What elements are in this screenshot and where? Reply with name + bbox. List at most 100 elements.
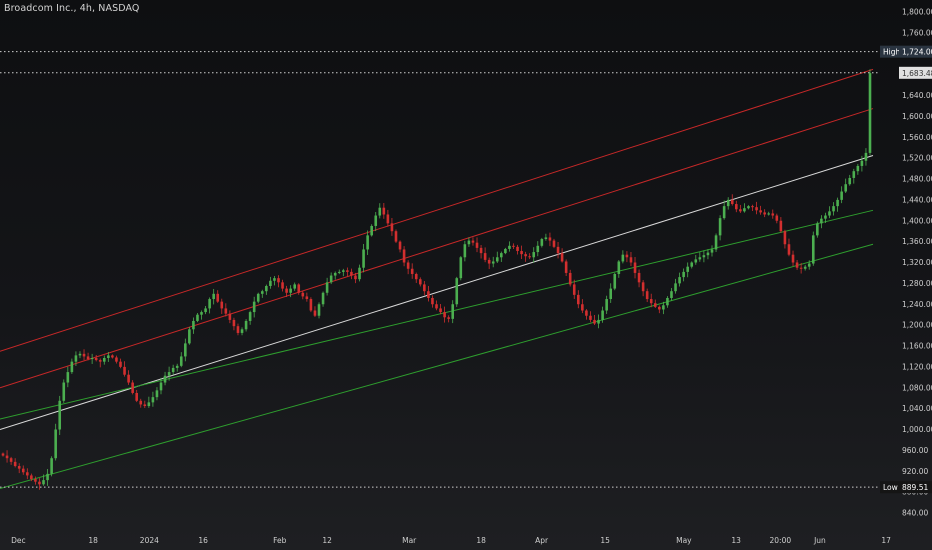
candle-body (544, 237, 548, 240)
candle-body (649, 299, 653, 304)
candle-body (321, 292, 325, 305)
chart-title: Broadcom Inc., 4h, NASDAQ (4, 3, 140, 14)
x-tick-label: Apr (535, 536, 549, 545)
candle-body (346, 270, 349, 272)
candle-body (670, 291, 673, 298)
candle-body (617, 261, 621, 274)
candle-body (281, 282, 284, 289)
channel-lower-outer (0, 243, 874, 489)
candle-body (443, 312, 446, 318)
y-tick-label: 920.00 (902, 467, 928, 476)
candle-body (520, 251, 523, 255)
candle-body (301, 292, 305, 297)
candle-body (775, 215, 779, 221)
candle-body (248, 312, 252, 321)
candle-body (658, 306, 661, 310)
candle-body (552, 240, 556, 247)
y-tick-label: 1,560.00 (902, 133, 932, 142)
candle-body (868, 73, 872, 153)
candle-body (333, 272, 337, 276)
candle-body (366, 235, 369, 250)
x-tick-label: May (676, 536, 692, 545)
candle-body (475, 242, 479, 248)
candle-body (548, 237, 552, 241)
candle-body (265, 285, 268, 292)
candle-body (200, 312, 203, 315)
candle-body (208, 299, 211, 309)
y-tick-label: 1,400.00 (902, 216, 932, 225)
candle-body (645, 291, 649, 300)
candle-body (269, 280, 272, 286)
candle-body (386, 214, 390, 224)
candle-body (783, 231, 787, 245)
candle-body (613, 273, 617, 289)
candle-body (1, 453, 5, 456)
candle-body (398, 241, 402, 250)
candle-body (576, 294, 580, 305)
candle-body (763, 212, 766, 215)
candle-body (54, 429, 57, 459)
candle-body (451, 304, 455, 319)
candle-body (653, 303, 657, 307)
candle-body (127, 374, 130, 383)
candle-body (609, 288, 613, 300)
candle-body (115, 357, 118, 362)
candle-body (423, 284, 426, 292)
candle-body (370, 225, 373, 236)
candle-body (9, 458, 13, 462)
candle-body (188, 329, 191, 344)
x-tick-label: Dec (11, 536, 26, 545)
candle-body (690, 262, 694, 267)
candle-body (682, 271, 685, 278)
y-tick-label: 1,200.00 (902, 321, 932, 330)
candle-body (74, 355, 78, 362)
candle-body (678, 277, 681, 284)
y-tick-label: 1,800.00 (902, 8, 932, 17)
x-tick-label: Jun (813, 536, 826, 545)
candle-body (410, 268, 414, 274)
candle-body (212, 293, 215, 300)
candle-body (811, 235, 815, 264)
y-tick-label: 1,120.00 (902, 362, 932, 371)
candle-body (840, 191, 843, 200)
candle-body (771, 213, 775, 216)
price-tag-low-bg (899, 481, 932, 494)
candle-body (698, 257, 702, 260)
candle-body (483, 253, 487, 260)
candle-body (107, 355, 110, 359)
candle-body (856, 165, 860, 172)
candle-body (86, 356, 90, 360)
candle-body (236, 326, 240, 333)
candle-body (260, 291, 264, 294)
y-tick-label: 1,600.00 (902, 112, 932, 121)
candle-body (382, 207, 386, 215)
candle-body (726, 199, 730, 207)
candle-body (240, 329, 244, 333)
candle-body (625, 254, 629, 258)
candle-body (414, 273, 418, 280)
candle-body (163, 375, 167, 383)
candle-body (467, 240, 471, 245)
candle-body (479, 247, 483, 254)
candle-body (62, 382, 66, 401)
candle-body (220, 301, 224, 309)
candle-body (66, 372, 70, 383)
candle-body (427, 291, 430, 298)
candle-body (354, 275, 357, 280)
candle-body (325, 282, 329, 293)
candle-body (735, 204, 738, 210)
candle-body (463, 244, 467, 258)
channel-upper-outer (0, 68, 874, 352)
candle-body (605, 299, 608, 311)
candle-body (5, 455, 9, 459)
candle-body (759, 210, 762, 213)
candle-body (572, 284, 576, 295)
candle-body (807, 263, 811, 267)
candle-body (58, 400, 62, 430)
candle-body (471, 240, 475, 243)
candle-body (289, 288, 292, 293)
price-tag-high-label-bg (880, 45, 899, 58)
candle-body (674, 283, 677, 292)
